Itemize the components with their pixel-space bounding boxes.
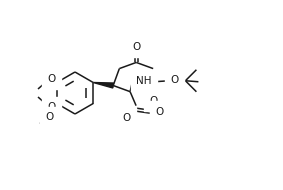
Text: O: O [155,107,163,117]
Text: O: O [48,74,56,83]
Text: O: O [132,42,140,52]
Text: O: O [170,75,179,85]
Polygon shape [93,82,113,88]
Text: O: O [46,112,54,123]
Text: O: O [48,102,56,112]
Text: O: O [149,96,158,106]
Text: O: O [122,113,130,123]
Text: NH: NH [136,76,152,86]
